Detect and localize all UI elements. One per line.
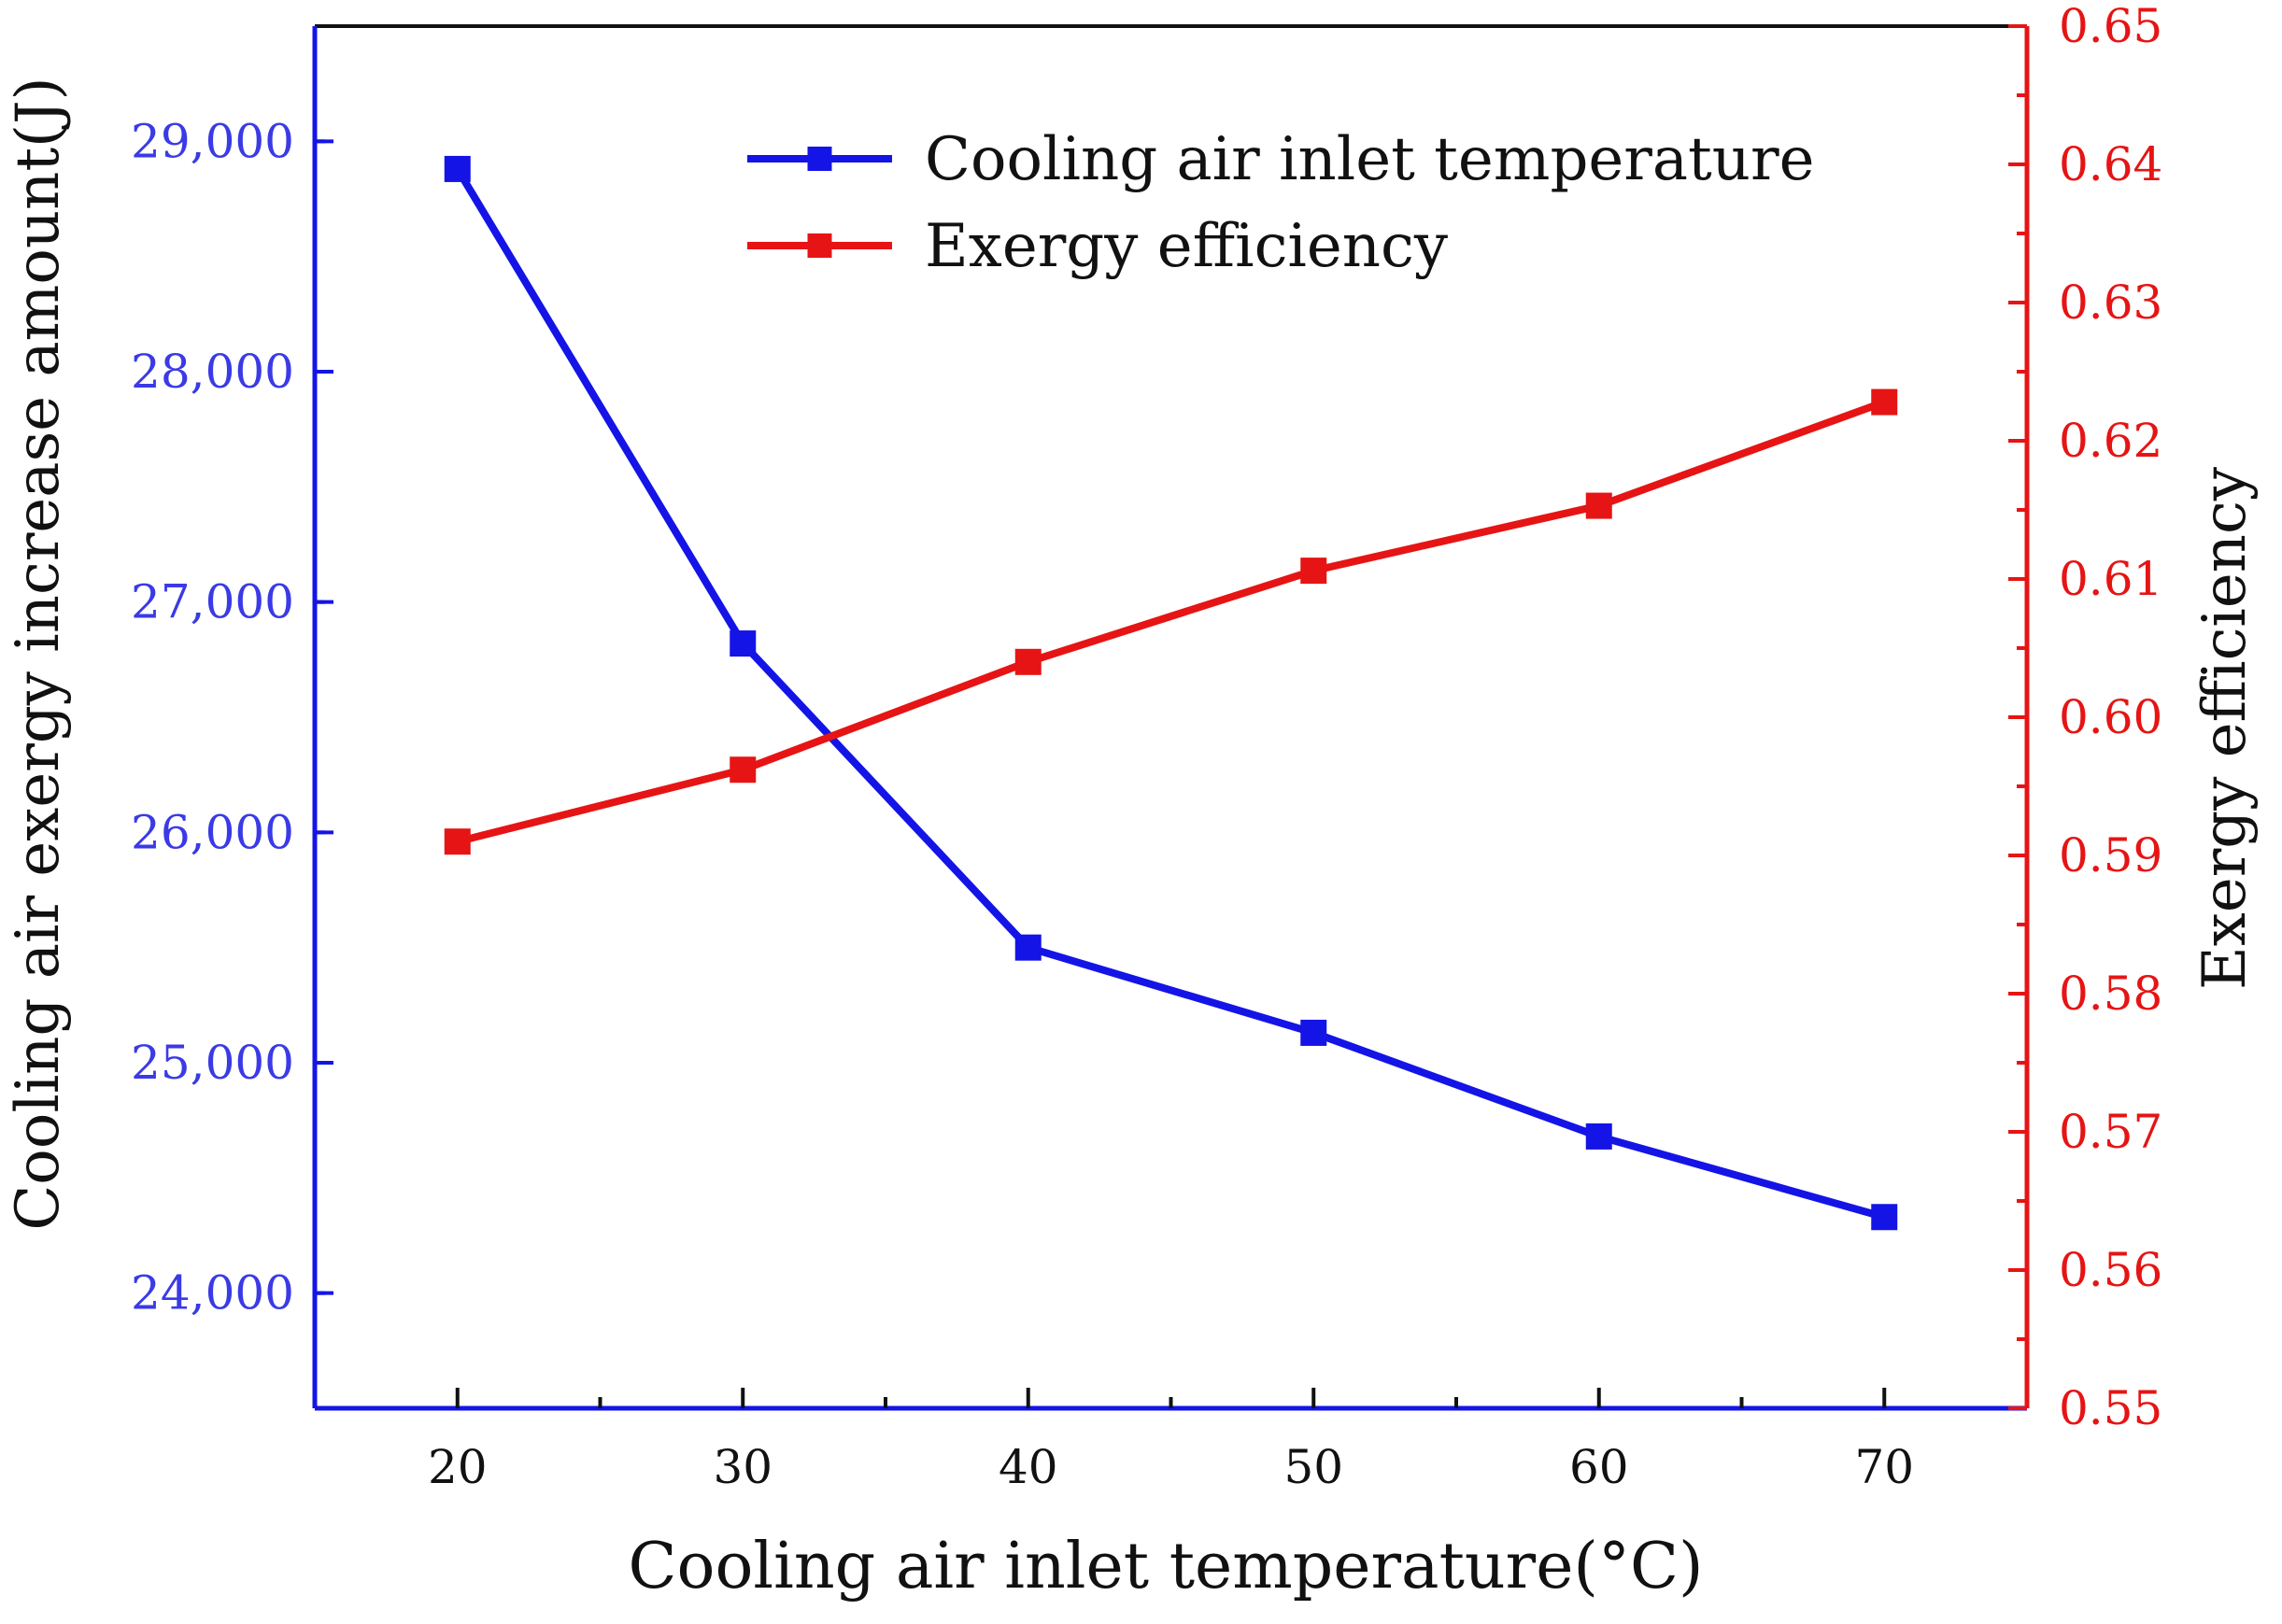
data-point-exergy-increase [444,155,471,182]
data-point-exergy-increase [1300,1019,1327,1046]
data-point-exergy-increase [1585,1123,1612,1150]
y-left-tick-label: 26,000 [131,805,294,859]
legend-marker [807,233,832,258]
y-right-tick-label: 0.55 [2059,1381,2162,1435]
x-tick-label: 20 [428,1440,488,1494]
legend-item-exergy-efficiency: Exergy efficiency [747,212,1448,281]
legend-label: Exergy efficiency [925,212,1448,281]
y-right-axis-title: Exergy efficiency [2190,467,2260,990]
data-point-exergy-efficiency [730,756,757,784]
y-left-tick-label: 24,000 [131,1266,294,1320]
legend-item-exergy-increase: Cooling air inlet temperature [747,125,1814,194]
data-point-exergy-efficiency [444,828,471,855]
y-left-tick-label: 25,000 [131,1036,294,1090]
legend-label: Cooling air inlet temperature [925,125,1814,194]
data-point-exergy-efficiency [1300,558,1327,585]
y-right-tick-label: 0.57 [2059,1105,2162,1159]
y-left-tick-label: 27,000 [131,575,294,629]
ticks-layer: 20 30 40 50 60 70 24,000 25,000 26,000 27,000 28,0… [131,0,2162,1494]
y-left-axis-title: Cooling air exergy increase amount(J) [4,77,73,1230]
y-right-tick-label: 0.64 [2059,137,2162,191]
y-left-tick-label: 29,000 [131,114,294,168]
series-layer [444,155,1898,1231]
y-right-tick-label: 0.56 [2059,1243,2162,1297]
data-point-exergy-increase [1014,934,1042,961]
y-right-tick-label: 0.60 [2059,690,2162,744]
data-point-exergy-efficiency [1871,388,1898,416]
y-left-tick-label: 28,000 [131,345,294,399]
x-tick-label: 70 [1854,1440,1914,1494]
y-right-tick-label: 0.65 [2059,0,2162,53]
data-point-exergy-efficiency [1014,648,1042,675]
y-right-tick-label: 0.59 [2059,828,2162,883]
x-tick-label: 50 [1283,1440,1343,1494]
x-tick-label: 40 [999,1440,1058,1494]
series-exergy-increase [444,155,1898,1231]
legend: Cooling air inlet temperature Exergy effi… [747,125,1814,281]
x-tick-label: 30 [713,1440,772,1494]
y-right-tick-label: 0.61 [2059,552,2162,606]
x-tick-label: 60 [1569,1440,1629,1494]
data-point-exergy-increase [730,630,757,657]
data-point-exergy-efficiency [1585,492,1612,519]
y-right-tick-label: 0.58 [2059,967,2162,1021]
y-right-tick-label: 0.63 [2059,275,2162,330]
legend-marker [807,147,832,171]
y-right-tick-label: 0.62 [2059,414,2162,468]
series-exergy-efficiency [444,388,1898,855]
series-line-exergy-efficiency [456,398,1886,846]
data-point-exergy-increase [1871,1204,1898,1231]
x-axis-title: Cooling air inlet temperature(°C) [628,1530,1703,1603]
series-line-exergy-increase [454,166,1886,1222]
